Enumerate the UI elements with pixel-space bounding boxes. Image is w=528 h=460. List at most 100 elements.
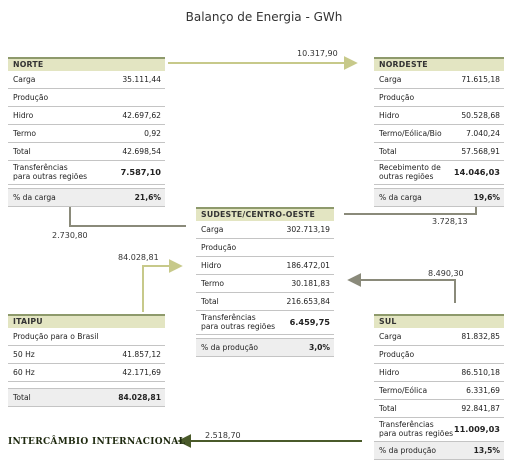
row-label: Hidro xyxy=(13,111,34,120)
table-row: 60 Hz 42.171,69 xyxy=(8,364,165,382)
row-value: 42.171,69 xyxy=(122,368,161,377)
pct-value: 19,6% xyxy=(473,193,500,202)
row-label: Produção xyxy=(201,243,237,252)
panel-norte: NORTE Carga 35.111,44 Produção Hidro 42.69… xyxy=(8,57,165,207)
row-label: Produção para o Brasil xyxy=(13,332,99,341)
panel-header: ITAIPU xyxy=(8,314,165,328)
flow-label-sudeste-norte: 2.730,80 xyxy=(52,231,88,240)
transfer-label: outras regiões xyxy=(379,171,434,181)
total-label: Total xyxy=(13,393,31,402)
transfer-label: para outras regiões xyxy=(379,428,454,438)
flow-label-sul-intl: 2.518,70 xyxy=(205,431,241,440)
table-row: Produção xyxy=(196,239,334,257)
row-label: Carga xyxy=(379,332,402,341)
transfer-label: Recebimento de xyxy=(379,163,441,172)
pct-value: 13,5% xyxy=(473,446,500,455)
panel-itaipu: ITAIPU Produção para o Brasil 50 Hz 41.85… xyxy=(8,314,165,407)
row-label: Hidro xyxy=(379,111,400,120)
page-title: Balanço de Energia - GWh xyxy=(185,10,343,24)
row-label: Termo/Eólica xyxy=(379,386,428,395)
row-value: 92.841,87 xyxy=(461,404,500,413)
flow-label-sudeste-nordeste: 3.728,13 xyxy=(432,217,468,226)
table-row: Termo/Eólica 6.331,69 xyxy=(374,382,504,400)
table-row: Produção xyxy=(374,346,504,364)
transfer-value: 7.587,10 xyxy=(120,167,161,177)
pct-row: % da carga 21,6% xyxy=(8,188,165,207)
table-row: Total 92.841,87 xyxy=(374,400,504,418)
total-value: 84.028,81 xyxy=(118,393,161,402)
flow-label-itaipu-sudeste: 84.028,81 xyxy=(118,253,159,262)
row-value: 6.331,69 xyxy=(466,386,500,395)
table-row: 50 Hz 41.857,12 xyxy=(8,346,165,364)
arrow-itaipu-sudeste xyxy=(142,259,183,312)
panel-header: NORDESTE xyxy=(374,57,504,71)
panel-sudeste: SUDESTE/CENTRO-OESTE Carga 302.713,19 Pro… xyxy=(196,207,334,357)
row-value: 216.653,84 xyxy=(286,297,330,306)
table-row: Carga 35.111,44 xyxy=(8,71,165,89)
table-row: Hidro 42.697,62 xyxy=(8,107,165,125)
row-label: Produção xyxy=(13,93,49,102)
table-row: Total 216.653,84 xyxy=(196,293,334,311)
transfer-row: Transferências para outras regiões 7.587,… xyxy=(8,161,165,185)
row-label: Total xyxy=(13,147,31,156)
row-label: Termo/Eólica/Bio xyxy=(379,129,442,138)
row-label: Carga xyxy=(201,225,224,234)
transfer-row: Transferências para outras regiões 11.009… xyxy=(374,418,504,442)
row-label: 50 Hz xyxy=(13,350,35,359)
table-row: Hidro 186.472,01 xyxy=(196,257,334,275)
table-row: Carga 71.615,18 xyxy=(374,71,504,89)
panel-header: SUL xyxy=(374,314,504,328)
row-label: Produção xyxy=(379,93,415,102)
row-value: 42.697,62 xyxy=(122,111,161,120)
row-value: 42.698,54 xyxy=(122,147,161,156)
pct-value: 3,0% xyxy=(308,343,330,352)
table-row: Produção xyxy=(8,89,165,107)
transfer-label: para outras regiões xyxy=(13,171,88,181)
transfer-label: Transferências xyxy=(379,420,434,429)
row-value: 7.040,24 xyxy=(466,129,500,138)
row-value: 50.528,68 xyxy=(461,111,500,120)
row-value: 302.713,19 xyxy=(286,225,330,234)
pct-row: % da produção 3,0% xyxy=(196,338,334,357)
table-row: Produção para o Brasil xyxy=(8,328,165,346)
row-label: Total xyxy=(379,147,397,156)
row-label: Hidro xyxy=(201,261,222,270)
row-label: Hidro xyxy=(379,368,400,377)
row-value: 35.111,44 xyxy=(122,75,161,84)
row-value: 186.472,01 xyxy=(286,261,330,270)
table-row: Carga 302.713,19 xyxy=(196,221,334,239)
row-value: 86.510,18 xyxy=(461,368,500,377)
row-label: Carga xyxy=(379,75,402,84)
row-label: Total xyxy=(201,297,219,306)
transfer-value: 11.009,03 xyxy=(453,424,500,434)
row-label: Termo xyxy=(13,129,37,138)
transfer-value: 14.046,03 xyxy=(453,167,500,177)
row-value: 0,92 xyxy=(144,129,161,138)
row-value: 71.615,18 xyxy=(461,75,500,84)
table-row: Carga 81.832,85 xyxy=(374,328,504,346)
panel-nordeste: NORDESTE Carga 71.615,18 Produção Hidro 50… xyxy=(374,57,504,207)
transfer-label: Transferências xyxy=(13,163,68,172)
panel-header: NORTE xyxy=(8,57,165,71)
flow-label-norte-nordeste: 10.317,90 xyxy=(297,49,338,58)
transfer-label: Transferências xyxy=(201,313,256,322)
pct-label: % da carga xyxy=(13,193,56,202)
pct-value: 21,6% xyxy=(134,193,161,202)
row-value: 30.181,83 xyxy=(291,279,330,288)
pct-label: % da produção xyxy=(201,343,259,352)
row-value: 81.832,85 xyxy=(461,332,500,341)
transfer-label: para outras regiões xyxy=(201,321,276,331)
row-label: Produção xyxy=(379,350,415,359)
row-label: Total xyxy=(379,404,397,413)
pct-label: % da carga xyxy=(379,193,422,202)
table-row: Hidro 50.528,68 xyxy=(374,107,504,125)
arrow-sul-sudeste xyxy=(347,273,456,303)
panel-header: SUDESTE/CENTRO-OESTE xyxy=(196,207,334,221)
flow-label-sul-sudeste: 8.490,30 xyxy=(428,269,464,278)
pct-label: % da produção xyxy=(379,446,437,455)
row-label: 60 Hz xyxy=(13,368,35,377)
transfer-value: 6.459,75 xyxy=(289,317,330,327)
row-label: Carga xyxy=(13,75,36,84)
table-row: Total 42.698,54 xyxy=(8,143,165,161)
row-label: Termo xyxy=(201,279,225,288)
